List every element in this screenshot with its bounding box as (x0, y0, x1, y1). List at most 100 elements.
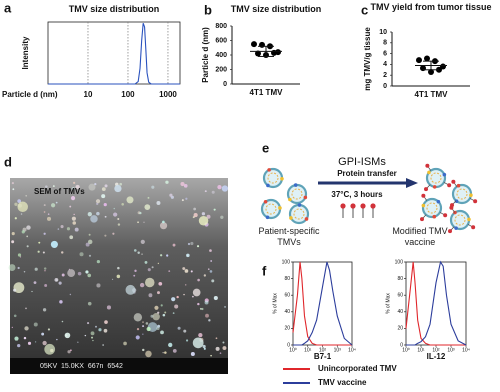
sem-particle (211, 190, 215, 194)
vesicle-protein (432, 185, 437, 189)
panel-label: e (262, 140, 269, 155)
sem-particle (210, 260, 213, 262)
sem-particle (134, 269, 137, 273)
sem-particle (159, 254, 163, 257)
sem-particle (198, 216, 209, 226)
y-tick-label: 0 (383, 83, 387, 90)
sem-particle (192, 295, 194, 298)
sem-particle (67, 269, 76, 277)
sem-particle (96, 211, 100, 216)
sem-particle (71, 187, 75, 191)
sem-particle (47, 328, 51, 331)
sem-particle (11, 181, 14, 185)
vesicle-protein (442, 172, 447, 177)
legend-label: TMV vaccine (318, 378, 367, 387)
anchored-protein-head (471, 225, 476, 230)
panel-label: f (262, 263, 267, 278)
anchored-protein-head (420, 217, 425, 222)
sem-particle (220, 215, 224, 219)
sem-particle (199, 307, 202, 310)
sem-particle (224, 306, 226, 308)
y-tick-label: 0 (223, 81, 227, 88)
sem-particle (111, 278, 114, 280)
sem-particle (60, 251, 64, 254)
data-point (251, 41, 257, 48)
sem-particle (95, 199, 101, 204)
sem-particle (151, 266, 154, 269)
y-axis-label: Particle d (nm) (201, 27, 210, 83)
sem-particle (207, 268, 210, 270)
sem-particle (43, 211, 46, 213)
sem-particle (72, 221, 77, 225)
diagram-reagent: GPI-ISMs (338, 156, 386, 168)
sem-particle (79, 252, 84, 257)
sem-particle (166, 254, 169, 257)
panel-label: d (4, 154, 12, 169)
diagram-output: Modified TMV vaccine (392, 226, 448, 247)
vesicle-core (456, 188, 468, 200)
sem-particle (203, 347, 206, 350)
sem-particle (11, 240, 15, 244)
vesicle-protein (293, 183, 298, 187)
vesicle-protein (297, 203, 302, 207)
chart-title: TMV size distribution (230, 4, 322, 14)
sem-particle (213, 296, 218, 301)
sem-particle (142, 333, 144, 335)
sem-particle (157, 262, 160, 265)
sem-particle (90, 331, 95, 336)
sem-particle (13, 288, 17, 292)
sem-particle (69, 235, 74, 240)
data-point (271, 49, 277, 56)
sem-particle (31, 290, 33, 293)
vesicle (288, 203, 310, 225)
sem-particle (101, 194, 106, 199)
x-tick-label: 10² (319, 347, 327, 353)
sem-particle (117, 223, 121, 226)
sem-particle (201, 212, 206, 216)
sem-particle (19, 256, 22, 258)
sem-particle (137, 251, 140, 255)
sem-particle (17, 201, 28, 213)
sem-particle (203, 274, 206, 277)
sem-particle (57, 228, 60, 230)
x-tick-label: 10⁰ (289, 347, 297, 353)
sem-particle (88, 183, 96, 191)
sem-particle (169, 193, 173, 197)
data-point (416, 57, 422, 64)
sem-particle (94, 183, 97, 186)
y-tick-label: 6 (383, 50, 387, 57)
sem-particle (11, 326, 14, 329)
sem-particle (156, 200, 161, 205)
sem-particle (119, 182, 123, 186)
sem-particle (141, 253, 143, 255)
sem-particle (162, 313, 166, 317)
sem-particle (87, 239, 93, 245)
series-line (406, 260, 467, 346)
sem-particle (172, 348, 177, 353)
sem-particle (186, 253, 190, 258)
y-tick-label: 0 (287, 342, 290, 348)
sem-particle (143, 221, 145, 223)
sem-particle (125, 284, 136, 295)
y-tick-label: 4 (383, 61, 387, 68)
sem-particle (183, 293, 185, 296)
x-tick-label: 10³ (447, 347, 455, 353)
vesicle-protein (288, 197, 292, 202)
sem-particle (8, 264, 16, 272)
sem-particle (206, 214, 211, 219)
sem-particle (164, 351, 167, 354)
sem-particle (139, 282, 145, 288)
sem-particle (114, 184, 122, 193)
sem-particle (187, 242, 191, 246)
sem-particle (147, 196, 150, 199)
anchored-protein-head (425, 163, 430, 168)
y-tick-label: 8 (383, 40, 387, 47)
sem-particle (145, 322, 149, 325)
sem-particle (71, 216, 76, 221)
vesicle-protein (467, 217, 471, 222)
sem-particle (54, 277, 59, 282)
sem-particle (211, 279, 215, 283)
sem-particle (137, 221, 139, 224)
sem-particle (11, 232, 15, 236)
vesicle-core (293, 208, 305, 220)
